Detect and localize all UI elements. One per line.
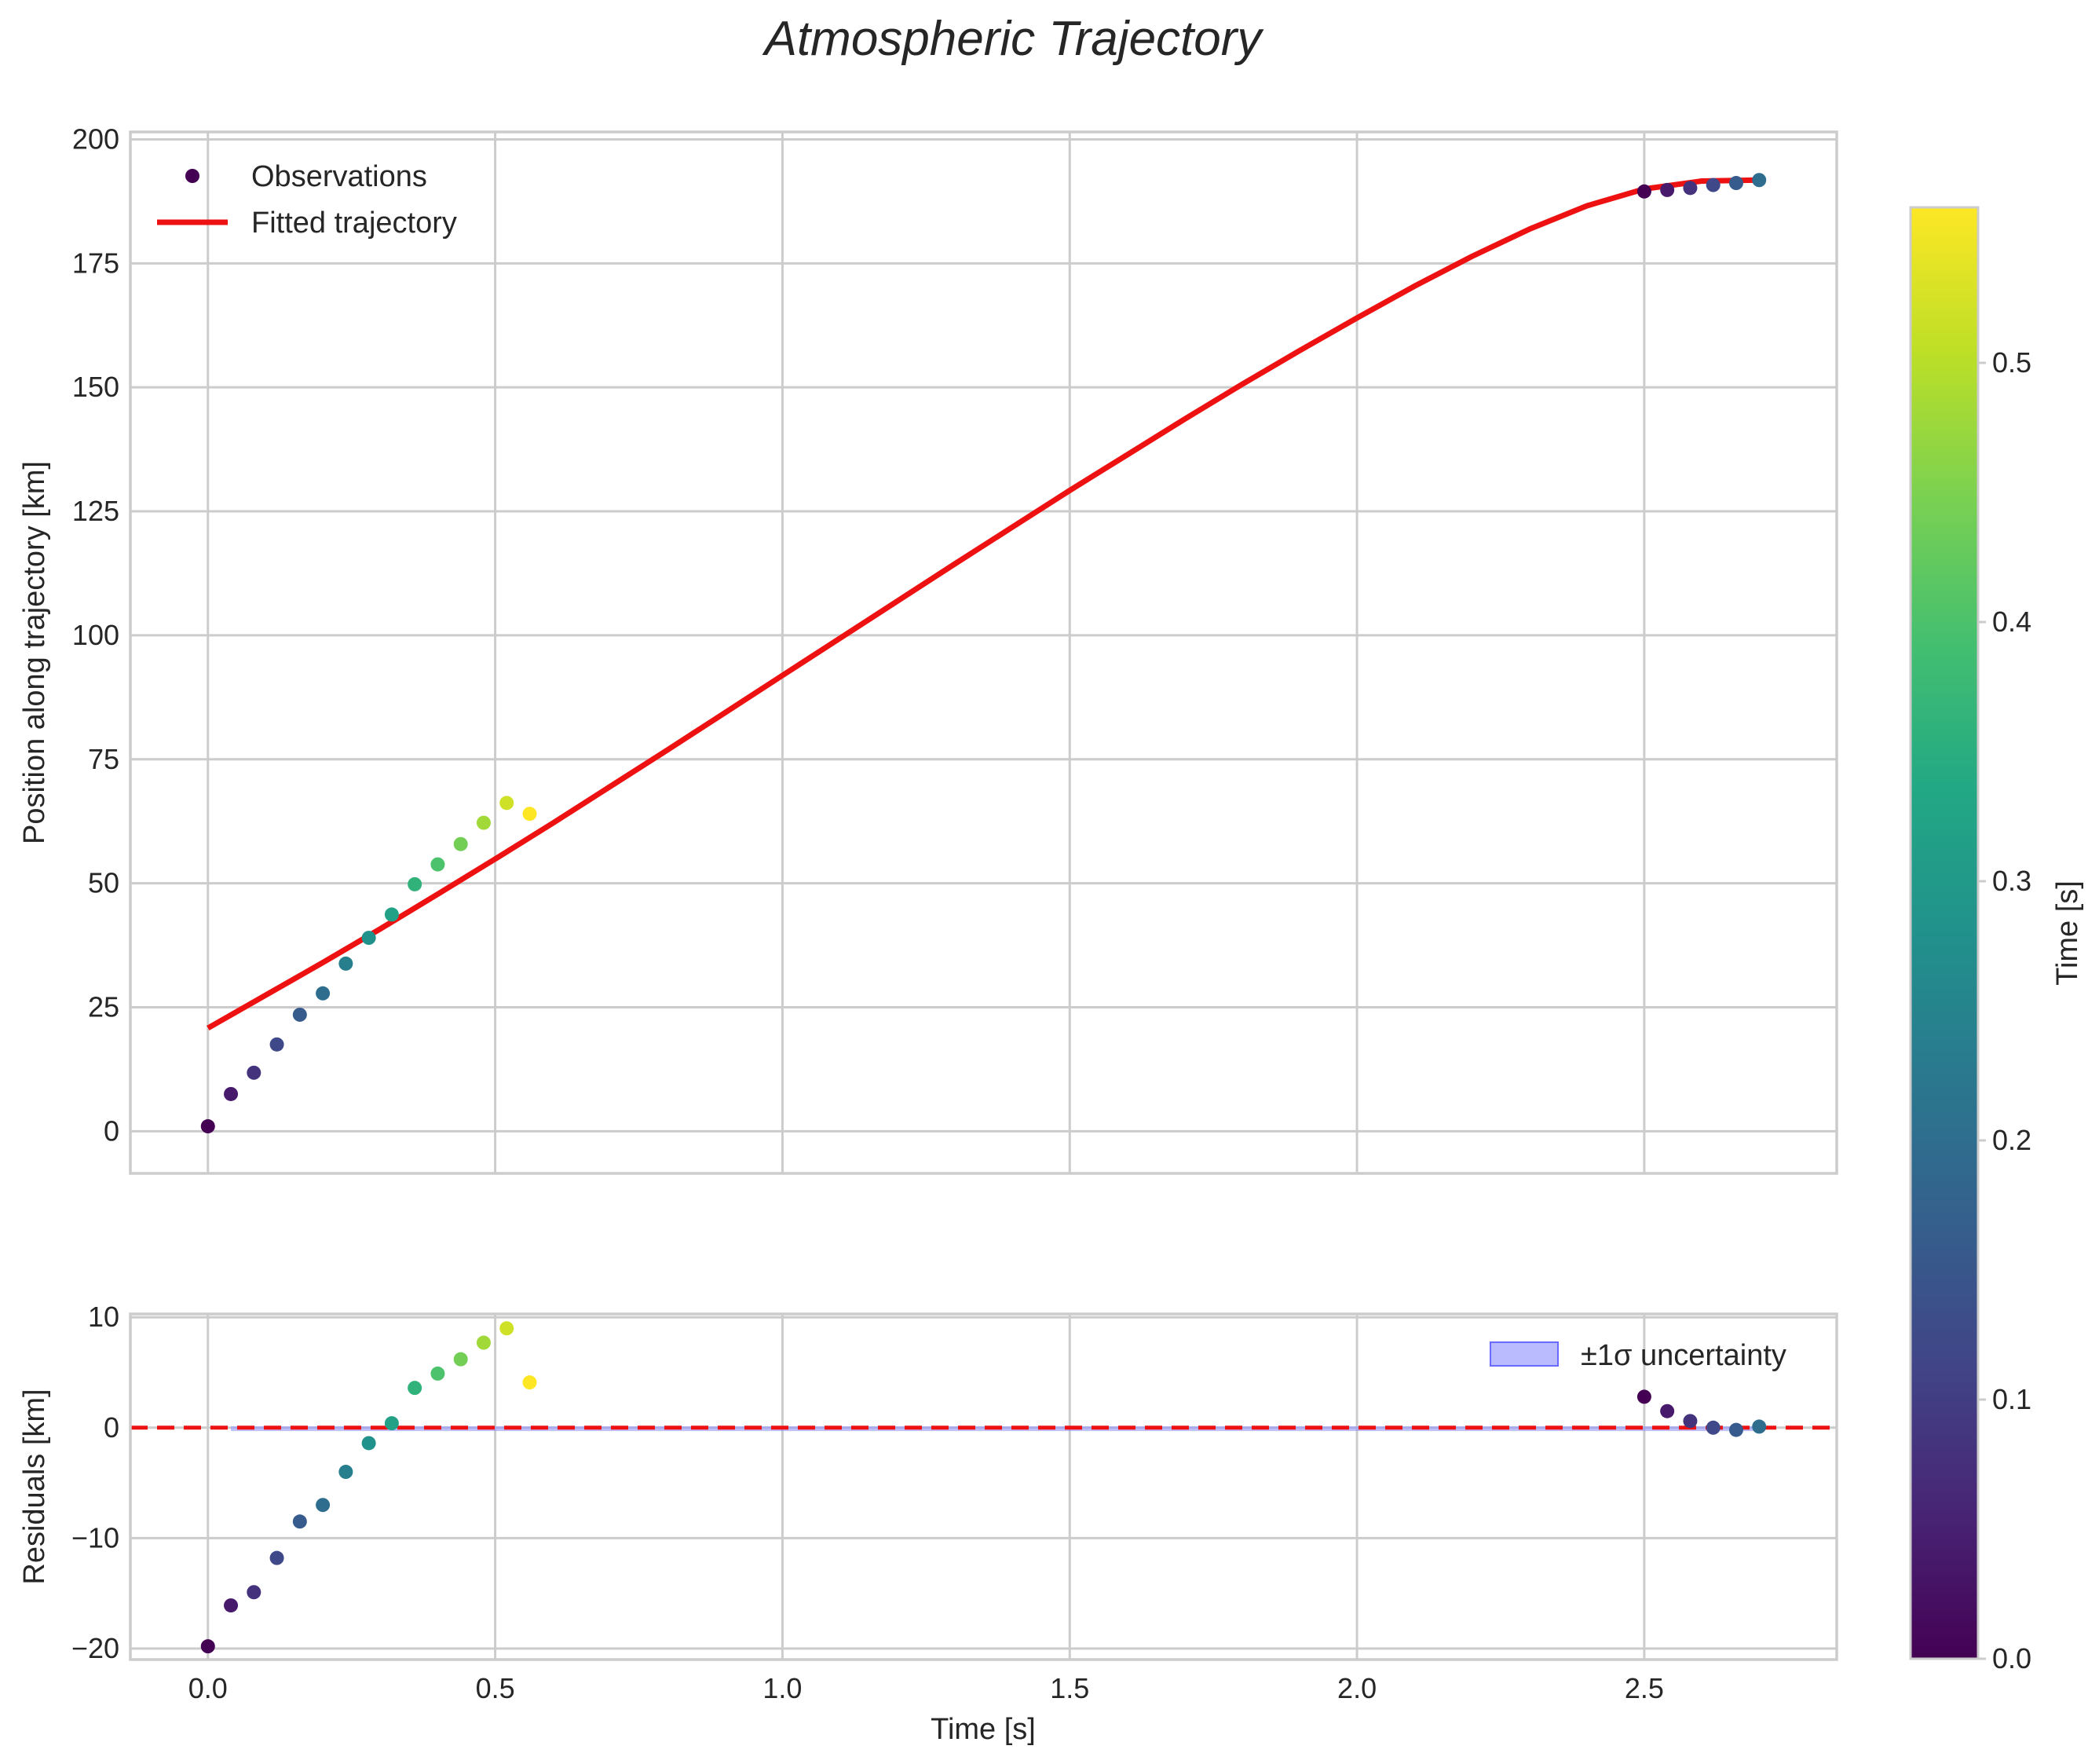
observation-point-0 <box>200 1119 215 1134</box>
observation-point-11 <box>453 836 468 851</box>
top-ytick-label-5: 125 <box>72 495 119 527</box>
x-tick-label-2: 1.0 <box>762 1672 802 1704</box>
x-tick-label-5: 2.5 <box>1625 1672 1664 1704</box>
residual-point-17 <box>1683 1414 1698 1429</box>
top-ytick-label-4: 100 <box>72 619 119 651</box>
top-panel-frame <box>129 130 1838 1175</box>
observation-point-18 <box>1706 177 1721 192</box>
residual-point-4 <box>292 1514 307 1529</box>
bottom-ylabel: Residuals [km] <box>18 1389 51 1584</box>
observation-point-6 <box>338 956 353 971</box>
residual-point-13 <box>499 1321 514 1336</box>
colorbar-tick-label-4: 0.4 <box>1992 606 2031 638</box>
x-ticks: 0.0 0.5 1.0 1.5 2.0 2.5 <box>188 1672 1664 1704</box>
bottom-band-group <box>130 1425 1837 1432</box>
colorbar-tick-label-3: 0.3 <box>1992 865 2031 897</box>
residual-point-0 <box>200 1639 215 1654</box>
top-panel: 0 25 50 75 100 125 150 175 200 Position along tr… <box>18 123 1838 1175</box>
top-ytick-label-3: 75 <box>88 743 119 775</box>
colorbar-tick-label-5: 0.5 <box>1992 346 2031 379</box>
observation-point-5 <box>316 986 331 1001</box>
residual-point-16 <box>1660 1404 1675 1418</box>
x-tick-label-1: 0.5 <box>476 1672 515 1704</box>
colorbar-label: Time [s] <box>2051 880 2084 986</box>
legend-observations-label: Observations <box>251 160 427 193</box>
observation-point-16 <box>1660 182 1675 197</box>
observation-point-12 <box>476 815 491 830</box>
bottom-residuals <box>200 1321 1767 1654</box>
top-fit-group <box>207 177 1760 1031</box>
residual-point-20 <box>1752 1419 1767 1434</box>
residual-point-1 <box>224 1598 239 1613</box>
top-ytick-label-0: 0 <box>104 1114 119 1147</box>
bottom-ytick-label-2: 0 <box>104 1411 119 1444</box>
colorbar: 0.0 0.1 0.2 0.3 0.4 0.5 Time [s] <box>1909 206 2084 1674</box>
observation-point-2 <box>247 1065 261 1080</box>
residual-point-8 <box>384 1416 399 1431</box>
observation-point-19 <box>1728 176 1743 191</box>
top-ytick-label-8: 200 <box>72 123 119 155</box>
bottom-yticks: −20 −10 0 10 <box>71 1301 119 1664</box>
legend-uncertainty-label: ±1σ uncertainty <box>1581 1339 1786 1372</box>
residual-point-5 <box>316 1498 331 1513</box>
top-yticks: 0 25 50 75 100 125 150 175 200 <box>72 123 119 1147</box>
colorbar-tick-label-1: 0.1 <box>1992 1383 2031 1415</box>
legend-observations-marker <box>185 169 199 183</box>
bottom-ytick-label-1: −10 <box>71 1521 119 1554</box>
observation-point-13 <box>499 796 514 811</box>
residual-point-9 <box>408 1381 422 1396</box>
colorbar-tick-label-2: 0.2 <box>1992 1124 2031 1156</box>
residual-point-15 <box>1636 1389 1651 1404</box>
top-observations <box>200 173 1767 1134</box>
bottom-ytick-label-0: −20 <box>71 1632 119 1664</box>
x-tick-label-3: 1.5 <box>1050 1672 1089 1704</box>
bottom-legend: ±1σ uncertainty <box>1490 1339 1786 1372</box>
top-ytick-label-7: 175 <box>72 247 119 279</box>
observation-point-10 <box>430 857 445 872</box>
residual-point-12 <box>476 1335 491 1350</box>
residual-point-7 <box>361 1436 376 1451</box>
observation-point-7 <box>361 931 376 946</box>
top-ylabel: Position along trajectory [km] <box>18 461 51 844</box>
residual-point-11 <box>453 1352 468 1367</box>
colorbar-gradient <box>1909 206 1980 1660</box>
top-ytick-label-6: 150 <box>72 371 119 403</box>
residual-point-14 <box>522 1375 537 1390</box>
x-tick-label-4: 2.0 <box>1337 1672 1377 1704</box>
colorbar-tick-label-0: 0.0 <box>1992 1642 2031 1674</box>
chart-title: Atmospheric Trajectory <box>762 12 1265 66</box>
observation-point-4 <box>292 1007 307 1022</box>
observation-point-20 <box>1752 173 1767 188</box>
top-legend: Observations Fitted trajectory <box>157 160 457 240</box>
legend-uncertainty-swatch <box>1490 1341 1559 1367</box>
residual-point-19 <box>1728 1422 1743 1437</box>
observation-point-15 <box>1636 184 1651 199</box>
top-ytick-label-2: 50 <box>88 867 119 899</box>
residual-point-3 <box>269 1550 284 1565</box>
top-ytick-label-1: 25 <box>88 990 119 1023</box>
bottom-panel-frame <box>129 1312 1838 1661</box>
top-grid <box>130 132 1837 1173</box>
observation-point-1 <box>224 1086 239 1101</box>
colorbar-ticks: 0.0 0.1 0.2 0.3 0.4 0.5 <box>1978 346 2031 1674</box>
residual-point-10 <box>430 1366 445 1381</box>
x-tick-label-0: 0.0 <box>188 1672 228 1704</box>
x-axis-label: Time [s] <box>931 1713 1036 1746</box>
legend-fit-label: Fitted trajectory <box>251 207 457 240</box>
residual-point-6 <box>338 1465 353 1480</box>
observation-point-3 <box>269 1037 284 1052</box>
observation-point-9 <box>408 877 422 891</box>
residual-point-2 <box>247 1585 261 1600</box>
bottom-panel: −20 −10 0 10 0.0 0.5 1.0 1.5 2.0 2.5 Residuals [… <box>18 1301 1838 1746</box>
observation-point-8 <box>384 907 399 922</box>
observation-point-14 <box>522 807 537 822</box>
fitted-trajectory-line <box>207 177 1760 1031</box>
bottom-ytick-label-3: 10 <box>88 1301 119 1333</box>
residual-point-18 <box>1706 1420 1721 1435</box>
observation-point-17 <box>1683 181 1698 196</box>
